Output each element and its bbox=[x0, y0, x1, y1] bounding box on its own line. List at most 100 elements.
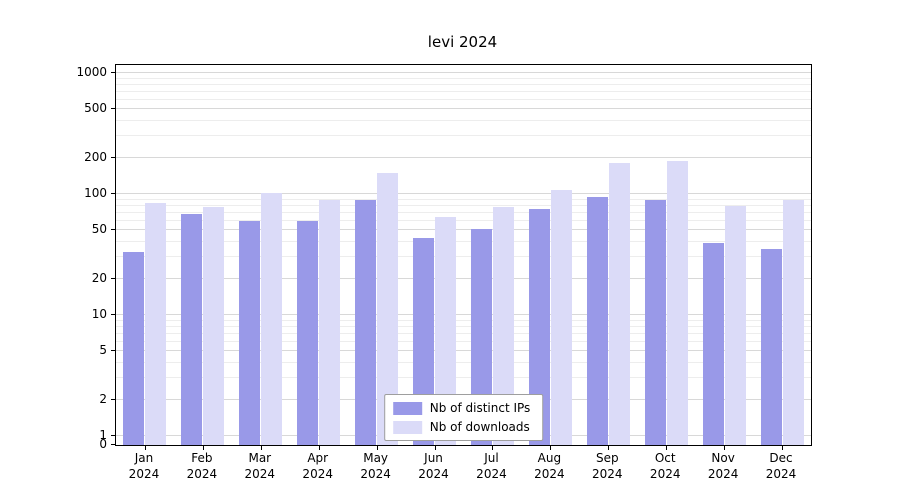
bar-downloads bbox=[724, 205, 746, 445]
major-gridline bbox=[116, 72, 811, 73]
minor-gridline bbox=[116, 332, 811, 334]
bar-downloads bbox=[492, 207, 514, 445]
minor-gridline bbox=[116, 319, 811, 321]
x-tick-month: Oct bbox=[654, 451, 676, 465]
minor-gridline bbox=[116, 256, 811, 258]
x-tick-month: Mar bbox=[248, 451, 272, 465]
bar-distinct-ips bbox=[297, 220, 319, 445]
minor-gridline bbox=[116, 211, 811, 213]
x-tick-label: Mar 2024 bbox=[245, 450, 276, 482]
bar-downloads bbox=[666, 160, 688, 445]
x-tick-month: Jul bbox=[484, 451, 499, 465]
minor-gridline bbox=[116, 241, 811, 243]
y-tick-mark bbox=[111, 350, 115, 352]
x-tick-label: Apr 2024 bbox=[302, 450, 333, 482]
y-tick-label: 10 bbox=[91, 307, 107, 321]
bar-distinct-ips bbox=[413, 238, 435, 445]
y-tick-mark bbox=[111, 156, 115, 158]
x-tick-label: Aug 2024 bbox=[534, 450, 565, 482]
bar-distinct-ips bbox=[181, 214, 203, 445]
legend-label: Nb of downloads bbox=[429, 420, 530, 434]
minor-gridline bbox=[116, 325, 811, 327]
x-tick-month: Jan bbox=[134, 451, 154, 465]
legend-item: Nb of downloads bbox=[392, 420, 531, 434]
x-tick-year: 2024 bbox=[360, 467, 391, 482]
bar-distinct-ips bbox=[702, 243, 724, 445]
minor-gridline bbox=[116, 377, 811, 379]
x-tick-mark bbox=[202, 446, 204, 450]
x-tick-month: Jun bbox=[424, 451, 443, 465]
x-tick-label: Dec 2024 bbox=[766, 450, 797, 482]
bar-downloads bbox=[203, 207, 225, 445]
y-tick-mark bbox=[111, 193, 115, 194]
bar-distinct-ips bbox=[644, 199, 666, 445]
x-tick-month: Aug bbox=[537, 451, 562, 465]
bar-downloads bbox=[377, 172, 399, 445]
x-tick-month: Apr bbox=[307, 451, 329, 465]
bar-distinct-ips bbox=[239, 220, 261, 445]
legend-swatch bbox=[392, 420, 422, 434]
minor-gridline bbox=[116, 198, 811, 200]
bar-distinct-ips bbox=[528, 209, 550, 445]
major-gridline bbox=[116, 229, 811, 231]
legend-label: Nb of distinct IPs bbox=[429, 401, 531, 415]
y-tick-mark bbox=[111, 398, 115, 400]
minor-gridline bbox=[116, 135, 811, 137]
y-tick-label: 2 bbox=[99, 391, 107, 406]
chart-title: levi 2024 bbox=[427, 33, 498, 51]
x-tick-mark bbox=[550, 446, 552, 450]
y-tick-label: 100 bbox=[84, 186, 107, 200]
x-tick-year: 2024 bbox=[302, 467, 333, 482]
bar-distinct-ips bbox=[355, 199, 377, 445]
y-tick-mark bbox=[111, 444, 115, 445]
major-gridline bbox=[116, 193, 811, 194]
y-tick-mark bbox=[111, 72, 115, 73]
x-tick-year: 2024 bbox=[186, 467, 218, 482]
legend-item: Nb of distinct IPs bbox=[392, 401, 531, 415]
minor-gridline bbox=[116, 204, 811, 206]
x-tick-month: Dec bbox=[769, 451, 793, 465]
x-tick-label: Jan 2024 bbox=[129, 450, 160, 482]
major-gridline bbox=[116, 350, 811, 352]
x-tick-month: Sep bbox=[595, 451, 619, 465]
x-tick-mark bbox=[724, 446, 726, 450]
y-tick-mark bbox=[111, 435, 115, 436]
minor-gridline bbox=[116, 90, 811, 92]
x-axis: Jan 2024 Feb 2024 Mar 2024 Apr 2024 May 2024 Jun 20… bbox=[115, 450, 810, 494]
y-tick-label: 200 bbox=[84, 149, 107, 164]
minor-gridline bbox=[116, 77, 811, 79]
x-tick-year: 2024 bbox=[707, 467, 739, 482]
major-gridline bbox=[116, 156, 811, 158]
minor-gridline bbox=[116, 98, 811, 100]
x-tick-year: 2024 bbox=[649, 467, 681, 482]
x-tick-mark bbox=[434, 446, 436, 450]
x-tick-year: 2024 bbox=[765, 467, 797, 482]
legend-swatch bbox=[392, 401, 422, 415]
x-tick-mark bbox=[782, 446, 784, 450]
bar-downloads bbox=[319, 199, 341, 445]
y-tick-label: 500 bbox=[84, 101, 107, 116]
x-tick-year: 2024 bbox=[476, 467, 507, 482]
bar-downloads bbox=[261, 192, 283, 445]
x-tick-year: 2024 bbox=[534, 467, 565, 482]
x-tick-mark bbox=[666, 446, 668, 450]
minor-gridline bbox=[116, 340, 811, 342]
y-tick-label: 1 bbox=[99, 428, 107, 442]
y-tick-label: 20 bbox=[91, 270, 107, 285]
minor-gridline bbox=[116, 120, 811, 122]
x-tick-year: 2024 bbox=[244, 467, 276, 482]
minor-gridline bbox=[116, 362, 811, 364]
bar-distinct-ips bbox=[760, 249, 782, 445]
x-tick-label: May 2024 bbox=[360, 450, 391, 482]
x-tick-mark bbox=[608, 446, 610, 450]
x-tick-year: 2024 bbox=[592, 467, 623, 482]
x-tick-mark bbox=[260, 446, 262, 450]
y-tick-label: 5 bbox=[99, 343, 107, 358]
x-tick-label: Jun 2024 bbox=[418, 450, 449, 482]
plot-area: Nb of distinct IPs Nb of downloads bbox=[111, 64, 812, 450]
major-gridline bbox=[116, 314, 811, 315]
x-tick-mark bbox=[492, 446, 494, 450]
bar-downloads bbox=[782, 199, 804, 445]
y-tick-label: 1000 bbox=[76, 65, 107, 79]
